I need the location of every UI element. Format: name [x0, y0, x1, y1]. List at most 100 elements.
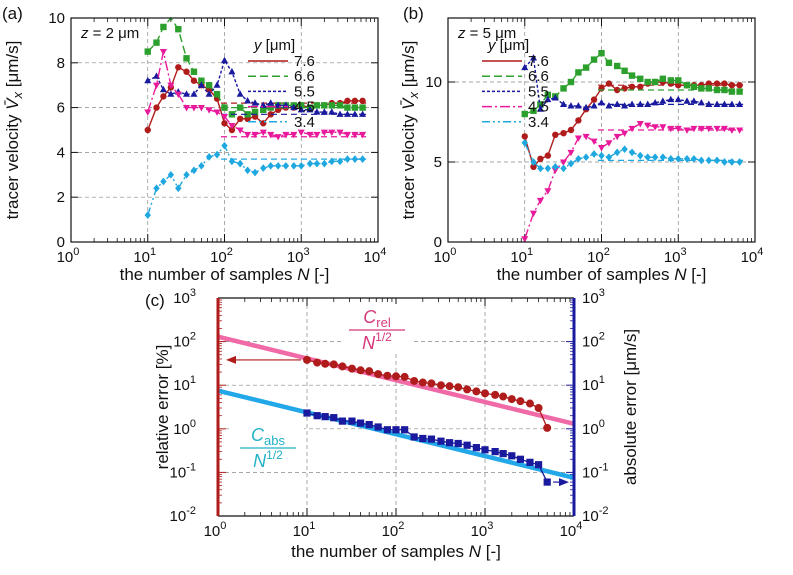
data-point — [560, 85, 567, 92]
data-point — [567, 159, 575, 168]
y-tick-label: 10 — [48, 10, 65, 27]
legend-label: 5.5 — [528, 83, 549, 100]
data-point — [472, 444, 480, 452]
legend-label: 5.5 — [294, 83, 315, 100]
series-relative-error-line — [306, 359, 548, 429]
data-point — [582, 153, 590, 162]
data-point — [516, 455, 525, 463]
data-point — [720, 125, 728, 133]
data-point — [683, 97, 691, 104]
data-point — [697, 125, 705, 133]
data-point — [205, 107, 213, 114]
data-point — [705, 125, 713, 133]
data-point — [359, 110, 367, 117]
data-point — [491, 390, 500, 399]
data-point — [605, 140, 613, 147]
data-point — [321, 413, 329, 421]
data-point — [597, 98, 606, 106]
data-point — [320, 129, 328, 137]
data-point — [659, 75, 667, 82]
data-point — [713, 125, 721, 133]
series-4-5 — [521, 121, 744, 243]
data-point — [313, 159, 321, 168]
x-tick-label: 104 — [364, 246, 387, 266]
data-point — [590, 56, 598, 63]
data-point — [628, 72, 636, 79]
data-point — [244, 97, 252, 104]
data-point — [574, 102, 582, 109]
data-point — [244, 166, 251, 175]
data-point — [365, 367, 374, 376]
data-point — [190, 105, 198, 112]
x-axis-label: the number of samples N [-] — [497, 265, 707, 284]
data-point — [359, 131, 367, 139]
data-point — [213, 150, 221, 159]
data-point — [160, 93, 167, 100]
y-tick-label: 0 — [57, 234, 65, 251]
data-point — [282, 131, 290, 139]
data-point — [198, 77, 205, 84]
series-3-4 — [144, 141, 367, 219]
data-point — [313, 108, 321, 115]
y-tick-label-right: 103 — [582, 287, 605, 307]
data-point — [721, 158, 728, 166]
data-point — [536, 105, 544, 112]
data-point — [736, 88, 743, 95]
data-point — [613, 86, 621, 94]
data-point — [736, 82, 743, 89]
data-point — [418, 378, 427, 387]
data-point — [260, 120, 267, 127]
data-point — [351, 131, 359, 139]
label-bg — [341, 304, 413, 354]
x-tick-label: 103 — [471, 520, 494, 540]
data-point — [365, 420, 373, 429]
y-tick-label: 2 — [57, 189, 65, 206]
data-point — [236, 90, 244, 97]
data-point — [560, 130, 567, 137]
data-point — [537, 155, 544, 162]
x-tick-label: 100 — [434, 246, 457, 266]
data-point — [454, 383, 463, 392]
data-point — [582, 64, 590, 71]
data-point — [221, 104, 228, 111]
data-point — [228, 157, 236, 166]
data-point — [590, 150, 598, 158]
legend: y [μm]7.66.65.54.53.4 — [248, 37, 315, 131]
data-point — [321, 359, 330, 368]
data-point — [667, 125, 675, 133]
data-point — [705, 85, 712, 92]
data-point — [251, 168, 259, 177]
data-point — [359, 104, 366, 111]
data-point — [359, 97, 366, 105]
legend: y [μm]7.66.65.54.53.4 — [482, 37, 549, 131]
data-point — [675, 154, 682, 163]
data-point — [338, 417, 347, 425]
data-point — [537, 164, 544, 173]
data-point — [298, 162, 305, 170]
data-point — [152, 82, 161, 90]
data-point — [721, 80, 728, 87]
data-point — [651, 124, 659, 131]
data-point — [675, 77, 682, 84]
series-relative-error — [303, 355, 552, 432]
data-point — [348, 417, 356, 425]
data-point — [543, 478, 551, 486]
data-point — [567, 126, 575, 134]
data-point — [721, 86, 728, 94]
data-point — [290, 131, 298, 139]
data-point — [259, 101, 267, 108]
data-point — [306, 131, 314, 139]
y-tick-label-right: 102 — [582, 331, 605, 351]
data-point — [651, 78, 659, 86]
x-tick-label: 104 — [560, 520, 583, 540]
data-point — [267, 104, 274, 111]
data-point — [159, 85, 167, 93]
x-tick-label: 101 — [133, 246, 156, 266]
data-point — [728, 88, 736, 95]
data-point — [144, 126, 151, 134]
panel-b-velocity-z5: 100 101 102 103 104 0 5 10 z = 5 μmy [μm]7.66.65… — [399, 4, 763, 284]
data-point — [338, 362, 347, 371]
data-point — [499, 392, 508, 401]
data-point — [190, 90, 198, 97]
